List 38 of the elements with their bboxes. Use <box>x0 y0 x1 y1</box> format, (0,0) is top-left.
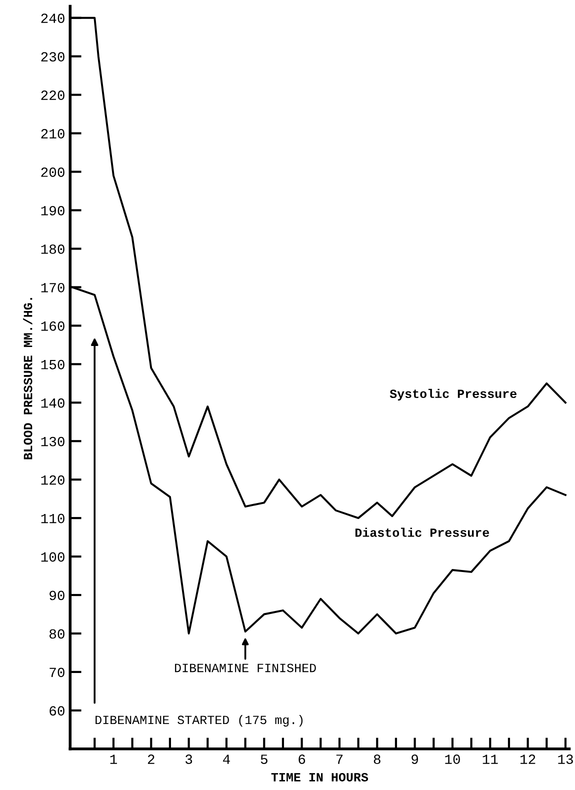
x-tick-label: 6 <box>298 754 306 764</box>
x-tick-label: 2 <box>148 754 154 764</box>
x-tick-label: 10 <box>445 754 460 764</box>
y-tick-label: 60 <box>50 706 64 716</box>
x-tick-label: 5 <box>260 754 268 764</box>
y-tick-label: 110 <box>41 514 64 524</box>
y-tick-label: 240 <box>41 14 64 24</box>
y-tick-label: 90 <box>50 590 64 600</box>
y-tick-label: 160 <box>41 321 64 331</box>
x-tick-label: 8 <box>374 754 380 764</box>
y-tick-label: 120 <box>41 475 64 485</box>
x-tick-label: 13 <box>558 754 573 764</box>
y-tick-label: 210 <box>41 129 64 138</box>
y-tick-label: 170 <box>41 282 64 292</box>
y-tick-label: 150 <box>41 360 64 370</box>
y-tick-label: 140 <box>41 398 64 408</box>
y-tick-label: 80 <box>50 629 64 639</box>
x-tick-label: 12 <box>520 754 536 764</box>
y-tick-label: 190 <box>41 206 64 216</box>
annotation: DIBENAMINE STARTED (175 mg.) <box>96 714 303 727</box>
y-tick-label: 220 <box>41 90 64 100</box>
x-tick-label: 4 <box>223 754 230 764</box>
x-tick-label: 3 <box>186 754 192 764</box>
y-tick-label: 70 <box>50 668 64 678</box>
series-label: Systolic Pressure <box>390 388 516 401</box>
x-tick-label: 11 <box>482 754 498 764</box>
series-label: Diastolic Pressure <box>355 528 490 537</box>
x-axis-title: TIME IN HOURS <box>271 772 368 782</box>
y-tick-label: 130 <box>41 436 64 446</box>
y-axis-title: BLOOD PRESSURE MM./HG. <box>23 298 32 460</box>
x-tick-label: 1 <box>110 754 117 764</box>
y-tick-label: 200 <box>41 168 64 177</box>
x-tick-label: 9 <box>412 754 418 764</box>
annotation: DIBENAMINE FINISHED <box>175 664 316 672</box>
y-tick-label: 100 <box>41 552 64 562</box>
y-tick-label: 230 <box>41 52 64 62</box>
y-tick-label: 180 <box>41 244 64 254</box>
x-tick-label: 7 <box>336 754 343 764</box>
